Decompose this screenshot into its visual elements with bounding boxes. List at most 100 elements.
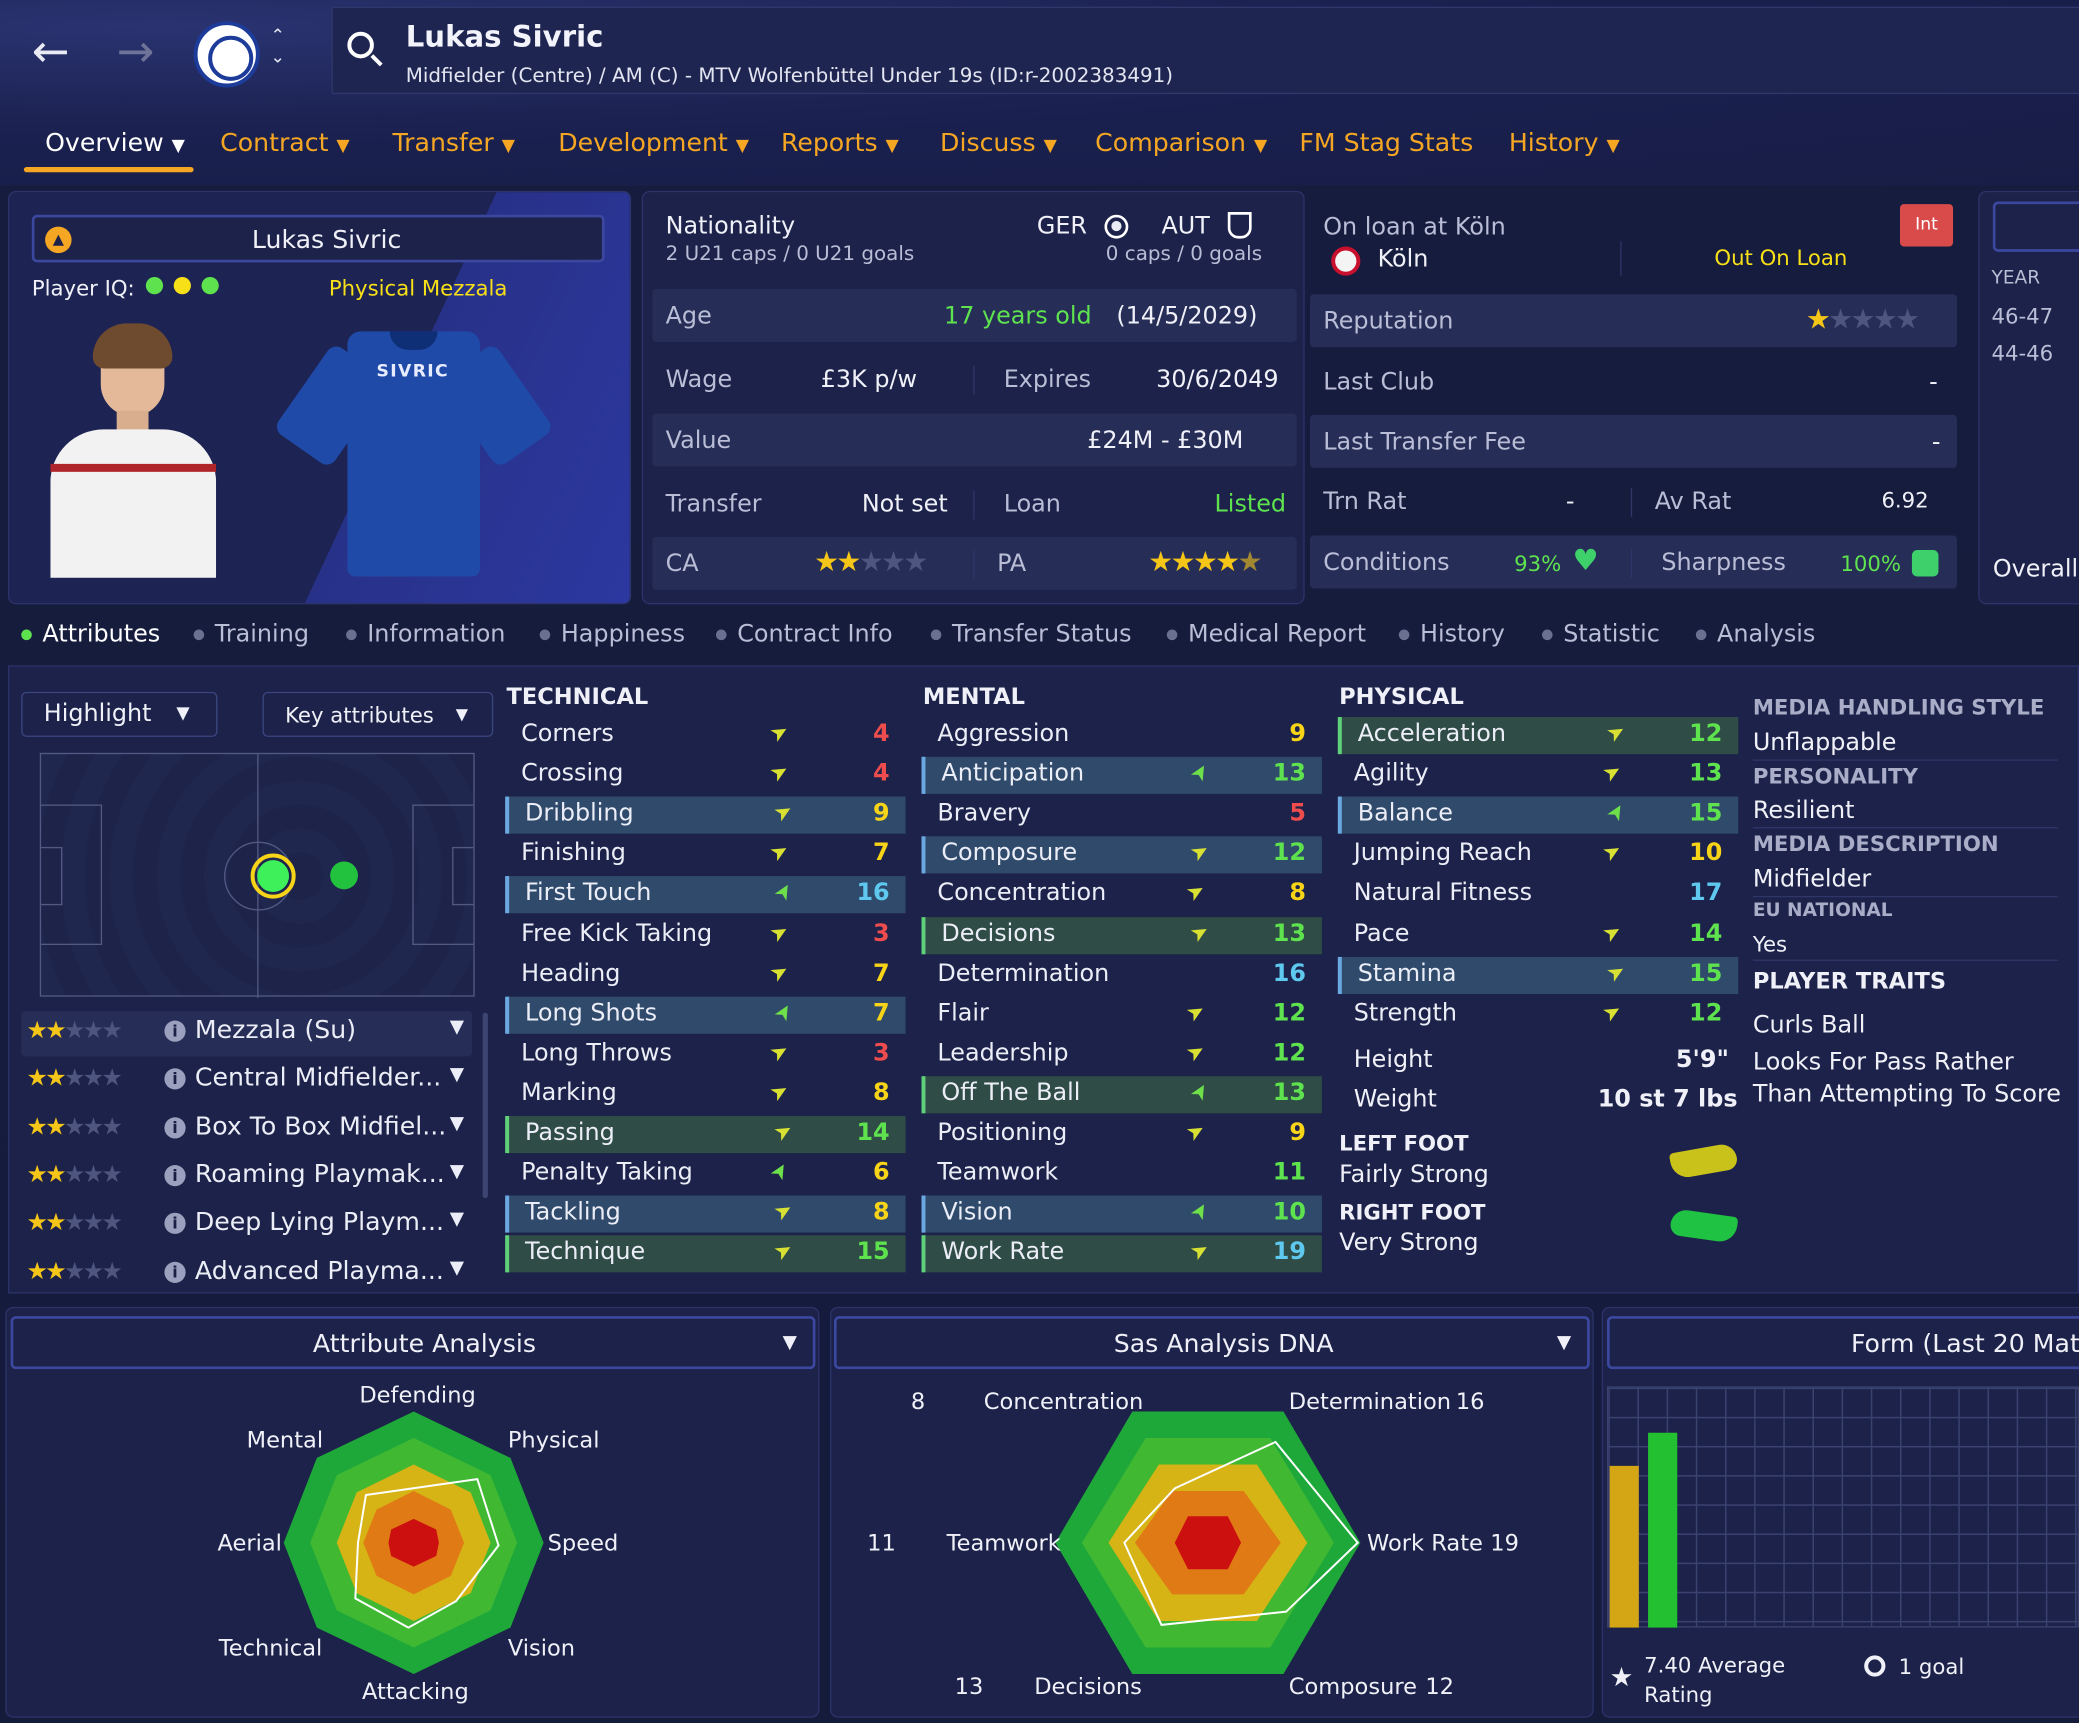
trend-arrow-icon: ➤ xyxy=(1597,996,1626,1027)
subtab-information[interactable]: Information xyxy=(346,620,505,648)
info-icon[interactable]: i xyxy=(164,1261,186,1283)
chevron-down-icon[interactable]: ▼ xyxy=(449,1064,465,1086)
attribute-row[interactable]: Long Shots ➤ 7 xyxy=(505,996,906,1034)
chevron-down-icon[interactable]: ▼ xyxy=(449,1016,465,1038)
attribute-row[interactable]: Bravery 5 xyxy=(921,797,1321,834)
role-label: Physical Mezzala xyxy=(328,275,508,301)
attribute-row[interactable]: Work Rate ➤ 19 xyxy=(921,1236,1322,1273)
subtab-attributes[interactable]: Attributes xyxy=(21,620,160,648)
tab-contract[interactable]: Contract ▼ xyxy=(220,129,350,158)
tab-discuss[interactable]: Discuss ▼ xyxy=(940,129,1057,158)
info-icon[interactable]: i xyxy=(164,1212,186,1235)
radar-label: Defending xyxy=(359,1382,476,1409)
role-row[interactable]: ★★★★★ i Roaming Playmak... ▼ xyxy=(21,1156,472,1201)
highlight-dropdown[interactable]: Highlight ▼ xyxy=(21,691,218,737)
attribute-row[interactable]: Strength ➤ 12 xyxy=(1338,996,1738,1033)
attribute-value: 3 xyxy=(873,1038,890,1067)
attribute-row[interactable]: Positioning ➤ 9 xyxy=(921,1116,1321,1153)
attribute-row[interactable]: First Touch ➤ 16 xyxy=(505,876,906,914)
search-icon[interactable] xyxy=(347,31,374,59)
attribute-row[interactable]: Natural Fitness 17 xyxy=(1338,877,1738,914)
position-dot-secondary[interactable] xyxy=(330,861,358,890)
attribute-row[interactable]: Corners ➤ 4 xyxy=(505,717,905,754)
tab-development[interactable]: Development ▼ xyxy=(558,129,749,158)
role-row[interactable]: ★★★★★ i Mezzala (Su) ▼ xyxy=(21,1011,473,1057)
attribute-row[interactable]: Long Throws ➤ 3 xyxy=(505,1036,905,1073)
attribute-row[interactable]: Jumping Reach ➤ 10 xyxy=(1338,837,1738,874)
attribute-row[interactable]: Determination 16 xyxy=(921,956,1321,993)
attribute-row[interactable]: Marking ➤ 8 xyxy=(505,1076,905,1113)
attribute-row[interactable]: Composure ➤ 12 xyxy=(921,837,1322,874)
subtab-analysis[interactable]: Analysis xyxy=(1695,620,1815,648)
back-arrow-icon[interactable]: ← xyxy=(31,25,70,79)
role-row[interactable]: ★★★★★ i Central Midfielder... ▼ xyxy=(21,1059,472,1104)
attribute-row[interactable]: Free Kick Taking ➤ 3 xyxy=(505,916,905,954)
attribute-row[interactable]: Teamwork 11 xyxy=(921,1156,1321,1193)
attribute-row[interactable]: Anticipation ➤ 13 xyxy=(921,756,1322,795)
role-row[interactable]: ★★★★★ i Box To Box Midfiel... ▼ xyxy=(21,1107,472,1152)
subtab-medical-report[interactable]: Medical Report xyxy=(1166,620,1366,648)
attribute-row[interactable]: Passing ➤ 14 xyxy=(505,1116,906,1154)
chevron-down-icon[interactable]: ▼ xyxy=(449,1257,465,1279)
role-row[interactable]: ★★★★★ i Deep Lying Playm... ▼ xyxy=(21,1204,472,1249)
attribute-name: Crossing xyxy=(521,759,624,788)
history-dropdown[interactable] xyxy=(1992,201,2079,252)
attribute-row[interactable]: Finishing ➤ 7 xyxy=(505,837,905,874)
subtab-happiness[interactable]: Happiness xyxy=(539,620,685,648)
tab-comparison[interactable]: Comparison ▼ xyxy=(1095,129,1267,158)
divider xyxy=(973,550,975,580)
attribute-row[interactable]: Vision ➤ 10 xyxy=(921,1195,1322,1233)
position-marker-primary[interactable] xyxy=(250,853,296,899)
tab-reports[interactable]: Reports ▼ xyxy=(781,129,899,158)
koln-crest-icon[interactable] xyxy=(1331,246,1361,276)
club-crest-icon[interactable] xyxy=(193,21,260,88)
info-icon[interactable]: i xyxy=(164,1068,186,1090)
subtab-statistic[interactable]: Statistic xyxy=(1542,620,1660,648)
info-icon[interactable]: i xyxy=(164,1164,186,1187)
tab-overview[interactable]: Overview ▼ xyxy=(45,129,185,158)
attribute-row[interactable]: Leadership ➤ 12 xyxy=(921,1036,1321,1073)
attribute-row[interactable]: Flair ➤ 12 xyxy=(921,996,1321,1033)
divider xyxy=(1752,959,2058,961)
chevron-down-icon[interactable]: ▼ xyxy=(449,1160,465,1183)
form-dropdown[interactable]: Form (Last 20 Matc xyxy=(1606,1316,2079,1370)
attribute-row[interactable]: Acceleration ➤ 12 xyxy=(1337,717,1739,755)
attribute-value: 17 xyxy=(1689,879,1723,908)
subtab-transfer-status[interactable]: Transfer Status xyxy=(930,620,1132,648)
attribute-row[interactable]: Tackling ➤ 8 xyxy=(505,1196,906,1233)
tab-fm-stag-stats[interactable]: FM Stag Stats xyxy=(1299,129,1473,158)
tab-transfer[interactable]: Transfer ▼ xyxy=(392,129,515,158)
attribute-row[interactable]: Heading ➤ 7 xyxy=(505,956,905,993)
chevron-down-icon[interactable]: ▼ xyxy=(449,1208,465,1231)
tab-history[interactable]: History ▼ xyxy=(1509,129,1620,158)
subtab-history[interactable]: History xyxy=(1398,620,1505,648)
club-switch-icon[interactable]: ⌃ ⌄ xyxy=(270,26,285,68)
attribute-row[interactable]: Dribbling ➤ 9 xyxy=(505,797,906,834)
attribute-row[interactable]: Concentration ➤ 8 xyxy=(921,876,1321,914)
sas-dna-dropdown[interactable]: Sas Analysis DNA ▼ xyxy=(833,1316,1590,1370)
ger-crest-icon: ● xyxy=(1104,214,1129,239)
roles-scrollbar[interactable] xyxy=(482,1012,488,1199)
attribute-row[interactable]: Decisions ➤ 13 xyxy=(921,916,1322,954)
attribute-row[interactable]: Technique ➤ 15 xyxy=(505,1236,906,1273)
loan-club[interactable]: Köln xyxy=(1377,245,1429,274)
attribute-row[interactable]: Off The Ball ➤ 13 xyxy=(921,1076,1322,1114)
role-row[interactable]: ★★★★★ i Advanced Playma... ▼ xyxy=(21,1252,472,1297)
attribute-row[interactable]: Agility ➤ 13 xyxy=(1338,757,1738,794)
attribute-row[interactable]: Stamina ➤ 15 xyxy=(1337,956,1739,994)
key-attributes-dropdown[interactable]: Key attributes ▼ xyxy=(262,691,494,737)
subtab-contract-info[interactable]: Contract Info xyxy=(715,620,893,648)
forward-arrow-icon[interactable]: → xyxy=(116,25,155,79)
attribute-analysis-dropdown[interactable]: Attribute Analysis ▼ xyxy=(10,1316,816,1370)
info-icon[interactable]: i xyxy=(164,1020,186,1042)
search-box[interactable] xyxy=(331,6,2079,95)
attribute-row[interactable]: Pace ➤ 14 xyxy=(1338,916,1738,954)
attribute-row[interactable]: Crossing ➤ 4 xyxy=(505,757,905,794)
attribute-row[interactable]: Balance ➤ 15 xyxy=(1337,796,1739,834)
attribute-row[interactable]: Aggression 9 xyxy=(921,717,1321,754)
subtab-training[interactable]: Training xyxy=(193,620,309,648)
attribute-row[interactable]: Penalty Taking ➤ 6 xyxy=(505,1156,905,1193)
chevron-down-icon[interactable]: ▼ xyxy=(449,1112,465,1134)
info-icon[interactable]: i xyxy=(164,1116,186,1138)
sas-value: 12 xyxy=(1425,1673,1455,1701)
